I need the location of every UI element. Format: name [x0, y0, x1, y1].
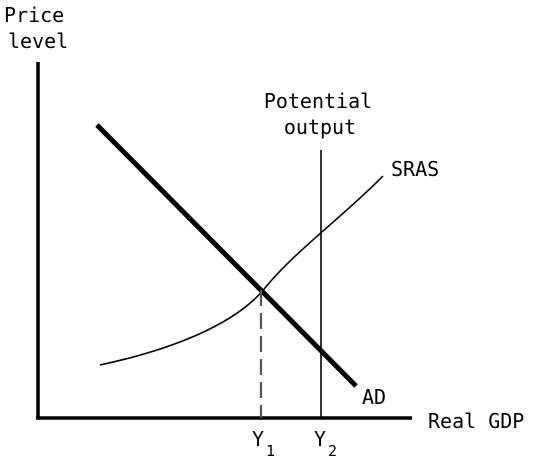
potential-output-label-line2: output: [284, 115, 356, 139]
sras-label: SRAS: [391, 157, 439, 181]
ad-label: AD: [362, 385, 386, 409]
y1-tick-subscript: 1: [266, 442, 275, 460]
y2-tick-label: Y: [314, 427, 326, 451]
y1-tick-label: Y: [252, 427, 264, 451]
y-axis-label-line2: level: [8, 29, 68, 53]
x-axis-label: Real GDP: [428, 409, 524, 433]
sras-curve: [99, 175, 384, 366]
ad-curve: [95, 123, 358, 388]
potential-output-label-line1: Potential: [264, 89, 372, 113]
y-axis-label-line1: Price: [4, 3, 64, 27]
y2-tick-subscript: 2: [328, 442, 337, 460]
